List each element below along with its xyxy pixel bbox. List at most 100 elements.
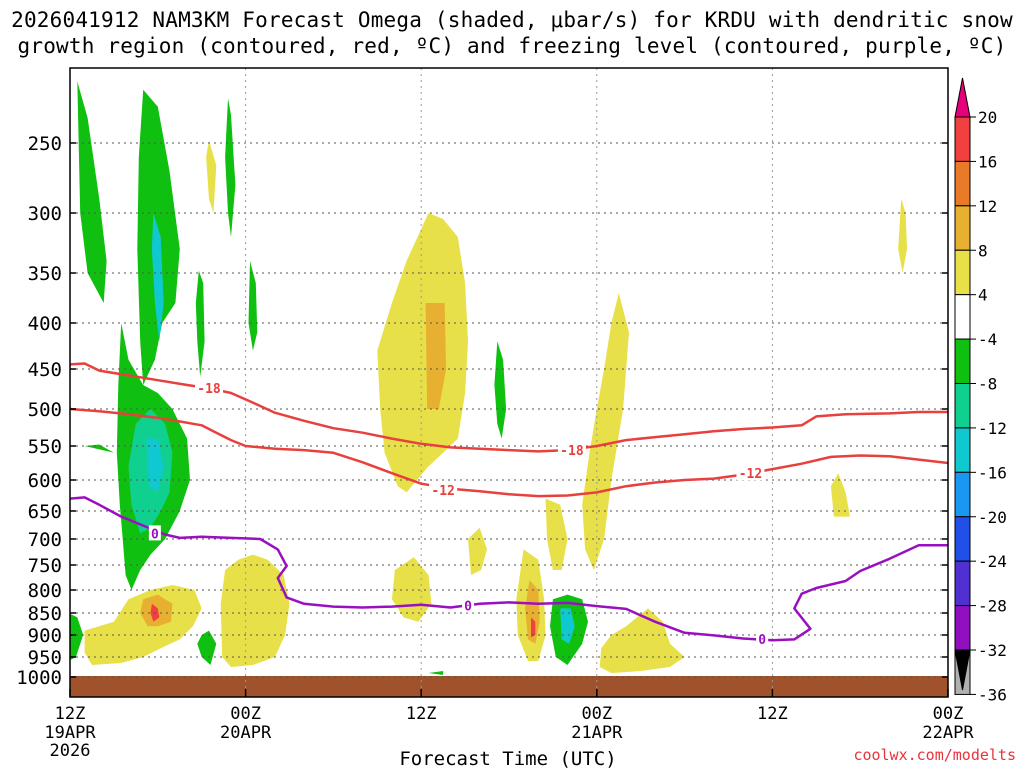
colorbar-bin <box>954 427 971 473</box>
colorbar-label: -20 <box>978 508 1007 527</box>
omega-shade-region <box>248 261 258 351</box>
colorbar-label: -12 <box>978 419 1007 438</box>
ground-surface-band <box>70 676 948 697</box>
omega-shade-region <box>425 303 447 409</box>
y-tick-label: 650 <box>28 501 62 523</box>
contour-label-bg <box>462 597 475 613</box>
omega-shade-region <box>468 527 487 575</box>
contour-line--12 <box>70 407 948 498</box>
y-tick-label: 450 <box>28 359 62 381</box>
y-tick-label: 700 <box>28 529 62 551</box>
omega-shade-region <box>146 438 164 493</box>
colorbar-label: 20 <box>978 108 997 127</box>
y-tick-label: 250 <box>28 133 62 155</box>
contour-label-0: 0 <box>151 527 159 542</box>
y-tick-label: 600 <box>28 470 62 492</box>
contour-line--18 <box>70 362 948 453</box>
colorbar-label: -36 <box>978 685 1007 704</box>
contour-line-0 <box>70 496 948 642</box>
omega-shade-region <box>545 498 568 570</box>
omega-shade-region <box>225 98 236 237</box>
contour-label--18: -18 <box>197 382 221 397</box>
y-tick-label: 300 <box>28 203 62 225</box>
y-tick-label: 350 <box>28 263 62 285</box>
chart-title-line-1: 2026041912 NAM3KM Forecast Omega (shaded… <box>11 8 1013 32</box>
omega-shade-region <box>582 293 629 570</box>
colorbar-bin <box>954 160 971 207</box>
chart-title-line-2: growth region (contoured, red, ºC) and f… <box>17 34 1007 58</box>
omega-shade-region <box>151 213 164 342</box>
omega-shade-region <box>898 199 907 273</box>
x-tick-year-label: 2026 <box>50 741 91 761</box>
x-tick-label: 00Z <box>581 704 612 724</box>
colorbar-label: 12 <box>978 197 997 216</box>
omega-shade-region <box>220 554 290 667</box>
y-tick-label: 900 <box>28 625 62 647</box>
omega-shade-region <box>206 140 217 213</box>
x-tick-date-label: 22APR <box>922 723 974 743</box>
y-tick-label: 550 <box>28 436 62 458</box>
x-tick-label: 00Z <box>230 704 261 724</box>
colorbar-bin <box>954 560 971 607</box>
plot-frame <box>69 67 949 698</box>
colorbar-bin <box>954 605 971 651</box>
colorbar-label: -16 <box>978 463 1007 482</box>
colorbar-label: -8 <box>978 375 997 394</box>
x-tick-label: 00Z <box>933 704 964 724</box>
omega-shade-region <box>428 671 444 675</box>
x-tick-label: 12Z <box>55 704 86 724</box>
contour-label-bg <box>195 380 224 396</box>
colorbar-bin <box>954 516 971 562</box>
x-tick-date-label: 19APR <box>44 723 96 743</box>
credit-link[interactable]: coolwx.com/modelts <box>853 746 1016 764</box>
colorbar-label: 4 <box>978 286 988 305</box>
colorbar-bin <box>954 383 971 429</box>
colorbar-bottom-arrow <box>954 649 971 691</box>
contour-label-bg <box>148 525 161 541</box>
contour-label-0: 0 <box>464 600 472 615</box>
omega-shade-region <box>830 473 850 517</box>
omega-shade-region <box>531 617 536 638</box>
colorbar-bin <box>954 205 971 251</box>
colorbar-label: -24 <box>978 552 1007 571</box>
omega-shade-region <box>377 213 468 493</box>
colorbar-bin <box>954 471 971 518</box>
y-tick-label: 950 <box>28 647 62 669</box>
colorbar-bin <box>954 338 971 385</box>
colorbar-label: 16 <box>978 152 997 171</box>
colorbar-bin <box>954 116 971 162</box>
y-tick-label: 500 <box>28 399 62 421</box>
y-tick-label: 400 <box>28 313 62 335</box>
colorbar-label: -32 <box>978 641 1007 660</box>
colorbar-label: 8 <box>978 241 988 260</box>
colorbar-label: -4 <box>978 330 997 349</box>
omega-shade-region <box>197 630 217 665</box>
x-tick-date-label: 20APR <box>220 723 272 743</box>
contour-label--18: -18 <box>560 444 584 459</box>
contour-label--12: -12 <box>431 484 454 499</box>
x-tick-label: 12Z <box>406 704 437 724</box>
contour-label-bg <box>429 481 458 497</box>
omega-shade-region <box>195 270 205 377</box>
omega-shade-region <box>494 341 507 439</box>
x-axis-label: Forecast Time (UTC) <box>399 748 616 768</box>
y-tick-label: 850 <box>28 603 62 625</box>
contour-label-0: 0 <box>758 633 766 648</box>
omega-shade-region <box>84 444 122 480</box>
omega-shade-region <box>77 81 107 304</box>
contour-label--12: -12 <box>739 467 762 482</box>
colorbar-label: -28 <box>978 597 1007 616</box>
y-tick-label: 750 <box>28 555 62 577</box>
colorbar-bin <box>954 249 971 296</box>
colorbar-bin <box>954 294 971 340</box>
omega-shade-region <box>525 580 540 644</box>
contour-label-bg <box>756 630 769 646</box>
omega-shade-region <box>70 613 84 661</box>
contour-label-bg <box>736 465 765 481</box>
x-tick-date-label: 21APR <box>571 723 623 743</box>
y-tick-label: 800 <box>28 580 62 602</box>
omega-shade-region <box>599 608 685 673</box>
x-tick-label: 12Z <box>757 704 788 724</box>
colorbar-top-arrow <box>954 77 971 118</box>
